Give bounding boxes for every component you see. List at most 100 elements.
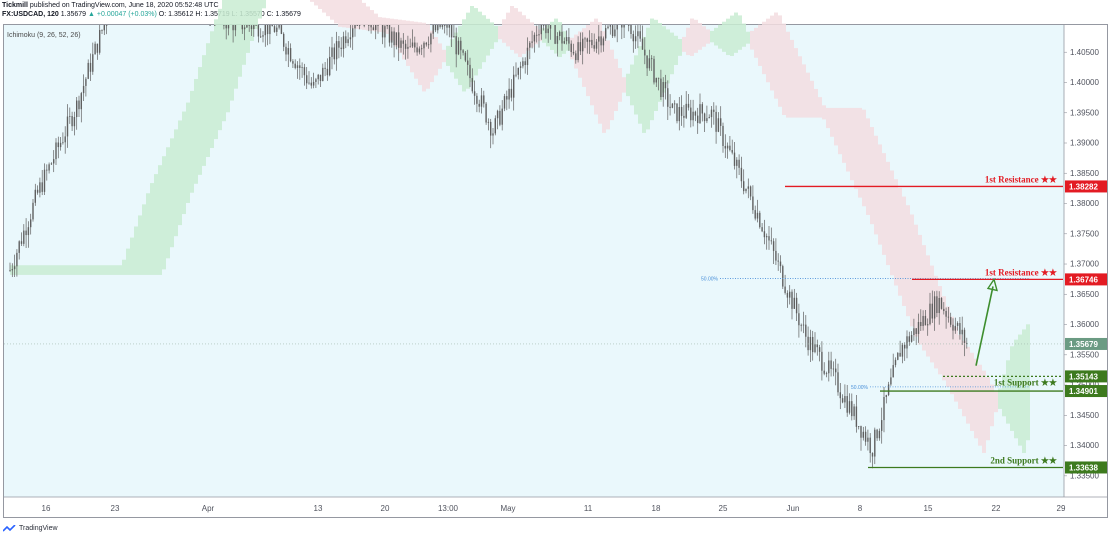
candle-body <box>743 181 745 192</box>
x-tick-label: 11 <box>584 504 593 513</box>
cloud-segment <box>958 334 962 409</box>
candle-body <box>99 30 101 53</box>
cloud-segment <box>1010 346 1014 431</box>
candle-body <box>324 67 326 69</box>
candle-body <box>837 372 839 393</box>
ichimoku-cloud <box>10 0 1030 453</box>
candle-body <box>759 212 761 228</box>
cloud-segment <box>490 22 494 49</box>
x-tick-label: 15 <box>924 504 933 513</box>
symbol-label[interactable]: FX:USDCAD, 120 <box>2 11 59 18</box>
x-tick-label: 13:00 <box>438 504 459 513</box>
level-label: 1st Support ★★ <box>994 377 1058 387</box>
candle-body <box>427 44 430 46</box>
candle-body <box>421 48 423 50</box>
candle-body <box>20 241 23 244</box>
indicator-label[interactable]: Ichimoku (9, 26, 52, 26) <box>7 32 81 39</box>
candle-body <box>664 82 667 89</box>
candle-body <box>864 431 867 442</box>
candle-body <box>858 426 860 427</box>
footer-brand[interactable]: TradingView <box>19 525 58 532</box>
cloud-segment <box>90 265 94 275</box>
candle-body <box>356 25 358 26</box>
cloud-segment <box>710 30 714 43</box>
levels: 1st Resistance ★★ 1st Resistance ★★ 1st Su… <box>785 174 1063 469</box>
cloud-segment <box>946 306 950 387</box>
candle-body <box>738 159 740 168</box>
cloud-segment <box>330 0 334 20</box>
candle-body <box>703 113 706 122</box>
y-tick-label: 1.36500 <box>1070 290 1099 299</box>
cloud-segment <box>146 193 150 275</box>
cloud-segment <box>734 12 738 53</box>
cloud-segment <box>746 31 750 44</box>
cloud-segment <box>978 364 982 446</box>
candle-body <box>791 291 793 309</box>
candle-body <box>749 186 752 197</box>
cloud-segment <box>362 2 366 30</box>
cloud-segment <box>218 8 222 131</box>
candle-body <box>950 317 952 325</box>
candle-body <box>319 74 322 82</box>
candle-body <box>662 82 664 98</box>
candle-body <box>577 42 579 61</box>
cloud-segment <box>506 12 510 47</box>
cloud-segment <box>326 0 330 17</box>
candle-body <box>611 25 614 37</box>
candle-body <box>517 67 519 75</box>
cloud-segment <box>866 118 870 215</box>
candle-body <box>752 196 754 211</box>
candle-body <box>694 111 697 116</box>
cloud-segment <box>922 245 926 351</box>
cloud-segment <box>718 24 722 49</box>
candle-body <box>722 125 724 146</box>
cloud-segment <box>202 55 206 166</box>
candle-body <box>878 430 881 439</box>
cloud-segment <box>782 23 786 115</box>
candle-body <box>430 33 432 45</box>
candle-body <box>809 336 812 351</box>
cloud-segment <box>850 107 854 181</box>
candle-body <box>531 41 533 43</box>
candle-body <box>89 62 92 72</box>
candle-body <box>460 40 462 51</box>
y-tick-label: 1.34500 <box>1070 411 1099 420</box>
cloud-segment <box>714 27 718 46</box>
candle-body <box>894 359 897 366</box>
candle-body <box>828 360 830 374</box>
cloud-segment <box>386 18 390 34</box>
cloud-segment <box>758 24 762 66</box>
x-tick-label: Jun <box>787 504 800 513</box>
candle-body <box>59 142 62 148</box>
candle-body <box>105 25 108 26</box>
candle-body <box>715 111 717 132</box>
cloud-segment <box>766 18 770 83</box>
price-badge-label: 1.36746 <box>1069 275 1098 284</box>
y-tick-label: 1.36000 <box>1070 320 1099 329</box>
candle-body <box>27 227 30 236</box>
cloud-segment <box>814 88 818 118</box>
candle-body <box>586 38 588 42</box>
cloud-segment <box>222 0 226 122</box>
cloud-segment <box>786 31 790 118</box>
candle-body <box>600 36 602 46</box>
cloud-segment <box>730 15 734 56</box>
candle-body <box>501 108 503 125</box>
candle-body <box>214 25 216 26</box>
candle-body <box>352 28 354 38</box>
level-label: 2nd Support ★★ <box>990 455 1058 465</box>
candle-body <box>483 95 485 104</box>
x-tick-label: 16 <box>42 504 51 513</box>
cloud-segment <box>950 316 954 395</box>
candle-body <box>464 52 467 61</box>
candle-body <box>641 38 644 50</box>
cloud-segment <box>458 25 462 86</box>
candle-body <box>94 43 96 55</box>
candle-body <box>354 25 356 29</box>
cloud-segment <box>538 29 542 42</box>
y-tick-label: 1.38000 <box>1070 199 1099 208</box>
candle-body <box>503 96 506 109</box>
cloud-segment <box>110 265 114 275</box>
publisher-name[interactable]: Tickmill <box>2 2 28 9</box>
